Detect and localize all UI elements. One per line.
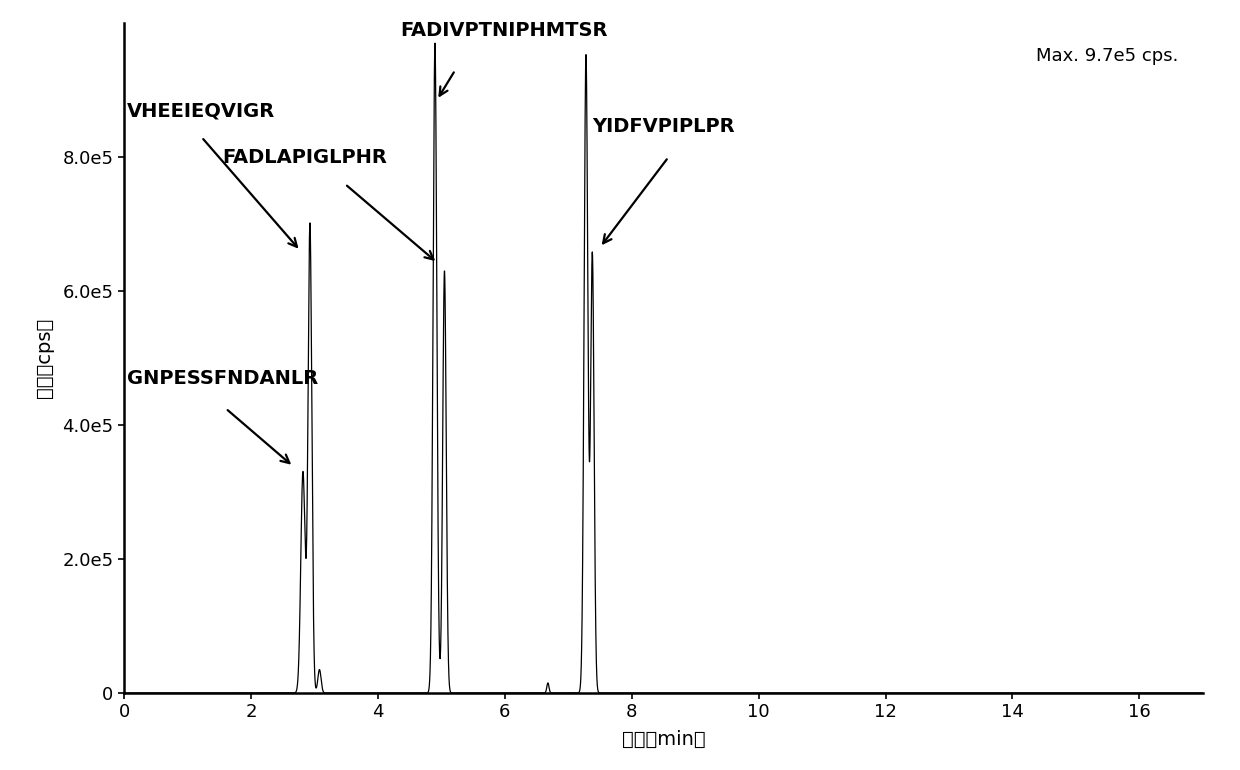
Text: GNPESSFNDANLR: GNPESSFNDANLR — [128, 369, 319, 388]
X-axis label: 时间（min）: 时间（min） — [621, 730, 706, 748]
Text: Max. 9.7e5 cps.: Max. 9.7e5 cps. — [1035, 46, 1178, 65]
Y-axis label: 响应（cps）: 响应（cps） — [35, 318, 55, 398]
Text: FADIVPTNIPHMTSR: FADIVPTNIPHMTSR — [401, 21, 608, 40]
Text: FADLAPIGLPHR: FADLAPIGLPHR — [222, 148, 387, 167]
Text: YIDFVPIPLPR: YIDFVPIPLPR — [593, 116, 735, 136]
Text: VHEEIEQVIGR: VHEEIEQVIGR — [128, 101, 275, 120]
